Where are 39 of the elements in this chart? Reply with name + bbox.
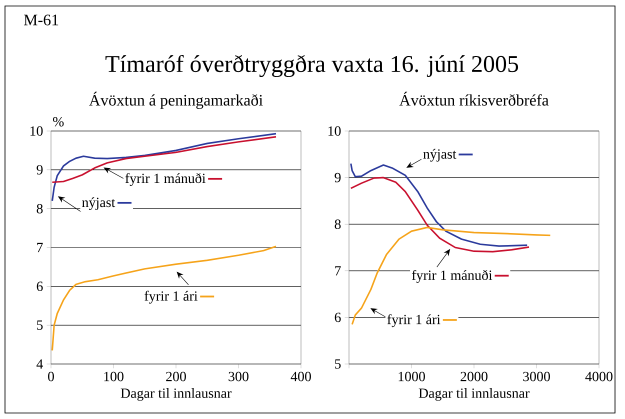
y-tick-label: 6 [334,312,341,322]
y-tick-label: 7 [335,266,341,276]
chart-title: Ávöxtun ríkisverðbréfa [399,92,549,106]
legend-label: fyrir 1 ári [387,314,440,328]
line-series [350,176,530,252]
legend-label: nýjast [423,148,456,162]
x-tick-label: 100 [104,372,124,382]
text: M-61 [24,14,58,26]
x-axis-title: Dagar til innlausnar [120,388,232,401]
x-tick-label: 2000 [460,372,488,382]
line-series [51,246,277,352]
line-series [350,162,528,247]
chart-title: Ávöxtun á peningamarkaði [89,92,263,109]
y-tick-label: 7 [37,242,43,252]
x-tick-label: 0 [48,372,54,382]
x-tick-label: 300 [228,372,248,382]
y-tick-label: 5 [37,320,43,330]
y-tick-label: 8 [36,204,43,214]
y-tick-label: 9 [36,165,43,175]
text: Tímaróf óverðtryggðra vaxta 16. júní 2005 [105,54,518,78]
y-axis-title: % [53,116,64,126]
x-axis-title: Dagar til innlausnar [418,388,530,401]
y-tick-label: 10 [328,126,341,136]
y-tick-label: 6 [36,282,43,292]
legend-label: fyrir 1 mánuði [125,173,206,186]
y-tick-label: 8 [334,219,341,229]
line-series [351,226,552,326]
y-tick-label: 9 [334,172,341,182]
x-tick-label: 4000 [585,372,612,382]
x-tick-label: 3000 [523,372,550,382]
x-tick-label: 1000 [398,372,425,382]
legend-label: fyrir 1 ári [144,290,198,304]
legend-label: nýjast [82,197,116,210]
x-tick-label: 400 [290,372,311,382]
y-tick-label: 4 [36,359,44,369]
legend-label: fyrir 1 mánuði [412,270,492,283]
x-tick-label: 200 [166,372,186,382]
y-tick-label: 10 [30,126,43,136]
y-tick-label: 5 [335,359,341,369]
